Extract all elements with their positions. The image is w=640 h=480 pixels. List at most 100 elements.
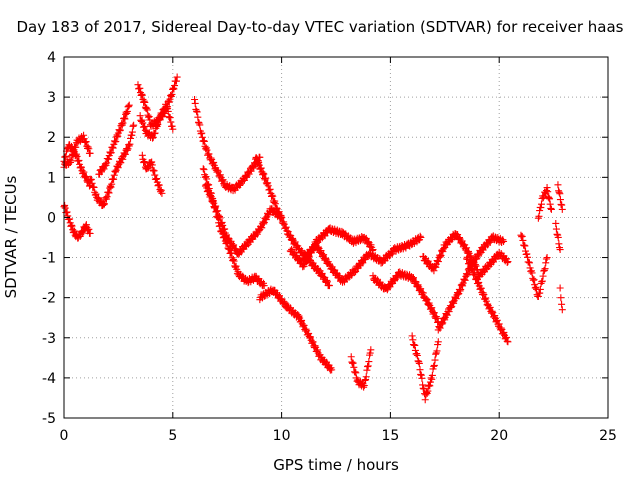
data-point bbox=[445, 308, 453, 316]
data-point bbox=[456, 287, 464, 295]
data-point bbox=[537, 204, 545, 212]
data-point bbox=[191, 95, 199, 103]
data-point bbox=[86, 149, 94, 157]
data-point bbox=[262, 174, 270, 182]
data-series bbox=[369, 268, 442, 326]
data-point bbox=[552, 225, 560, 233]
data-series bbox=[60, 201, 94, 242]
data-point bbox=[428, 304, 436, 312]
data-point bbox=[553, 230, 561, 238]
data-point bbox=[500, 238, 508, 246]
data-point bbox=[504, 258, 512, 266]
data-point bbox=[212, 207, 220, 215]
x-axis-label: GPS time / hours bbox=[273, 456, 399, 474]
data-point bbox=[423, 295, 431, 303]
data-point bbox=[477, 284, 485, 292]
data-point bbox=[149, 134, 157, 142]
data-series bbox=[434, 232, 508, 334]
data-point bbox=[362, 373, 370, 381]
data-point bbox=[556, 196, 564, 204]
data-point bbox=[138, 91, 146, 99]
data-point bbox=[165, 98, 173, 106]
data-point bbox=[350, 269, 358, 277]
data-point bbox=[275, 208, 283, 216]
data-point bbox=[434, 258, 442, 266]
data-point bbox=[556, 284, 564, 292]
data-point bbox=[294, 313, 302, 321]
data-point bbox=[536, 285, 544, 293]
data-point bbox=[158, 189, 166, 197]
data-point bbox=[122, 108, 130, 116]
chart-title: Day 183 of 2017, Sidereal Day-to-day VTE… bbox=[16, 18, 624, 36]
data-point bbox=[557, 294, 565, 302]
data-point bbox=[434, 338, 442, 346]
data-point bbox=[431, 356, 439, 364]
data-point bbox=[90, 183, 98, 191]
data-point bbox=[542, 255, 550, 263]
data-point bbox=[425, 381, 433, 389]
data-point bbox=[545, 194, 553, 202]
data-point bbox=[157, 188, 165, 196]
data-point bbox=[423, 388, 431, 396]
data-point bbox=[529, 274, 537, 282]
data-point bbox=[409, 336, 417, 344]
data-point bbox=[495, 320, 503, 328]
data-point bbox=[449, 298, 457, 306]
data-series bbox=[286, 224, 377, 271]
data-point bbox=[230, 257, 238, 265]
data-point bbox=[230, 241, 238, 249]
data-point bbox=[536, 207, 544, 215]
data-point bbox=[209, 160, 217, 168]
data-point bbox=[408, 332, 416, 340]
data-point bbox=[428, 371, 436, 379]
data-point bbox=[109, 143, 117, 151]
data-point bbox=[283, 227, 291, 235]
data-series bbox=[517, 231, 551, 300]
data-point bbox=[236, 181, 244, 189]
data-point bbox=[352, 369, 360, 377]
y-tick-label: -5 bbox=[42, 411, 56, 427]
data-point bbox=[539, 272, 547, 280]
data-point bbox=[105, 189, 113, 197]
data-series bbox=[534, 184, 555, 222]
data-point bbox=[500, 328, 508, 336]
data-point bbox=[116, 126, 124, 134]
x-tick-label: 0 bbox=[60, 428, 69, 444]
data-point bbox=[269, 192, 277, 200]
data-point bbox=[366, 349, 374, 357]
data-point bbox=[278, 214, 286, 222]
data-point bbox=[419, 384, 427, 392]
data-point bbox=[282, 223, 290, 231]
data-point bbox=[417, 370, 425, 378]
data-point bbox=[428, 375, 436, 383]
data-point bbox=[168, 122, 176, 130]
data-point bbox=[488, 307, 496, 315]
data-point bbox=[172, 77, 180, 85]
data-point bbox=[100, 201, 108, 209]
data-point bbox=[70, 148, 78, 156]
data-point bbox=[150, 167, 158, 175]
data-point bbox=[68, 152, 76, 160]
data-point bbox=[110, 137, 118, 145]
data-point bbox=[323, 276, 331, 284]
data-point bbox=[154, 182, 162, 190]
data-point bbox=[544, 188, 552, 196]
data-point bbox=[216, 171, 224, 179]
data-point bbox=[207, 154, 215, 162]
data-point bbox=[443, 311, 451, 319]
data-point bbox=[194, 113, 202, 121]
data-point bbox=[490, 313, 498, 321]
data-series bbox=[552, 219, 564, 254]
data-point bbox=[205, 186, 213, 194]
data-point bbox=[440, 245, 448, 253]
data-point bbox=[265, 211, 273, 219]
data-point bbox=[171, 82, 179, 90]
data-point bbox=[167, 91, 175, 99]
data-point bbox=[196, 121, 204, 129]
y-tick-label: -2 bbox=[42, 291, 56, 307]
data-point bbox=[128, 131, 136, 139]
data-point bbox=[415, 359, 423, 367]
data-point bbox=[212, 202, 220, 210]
data-point bbox=[140, 158, 148, 166]
data-point bbox=[463, 244, 471, 252]
